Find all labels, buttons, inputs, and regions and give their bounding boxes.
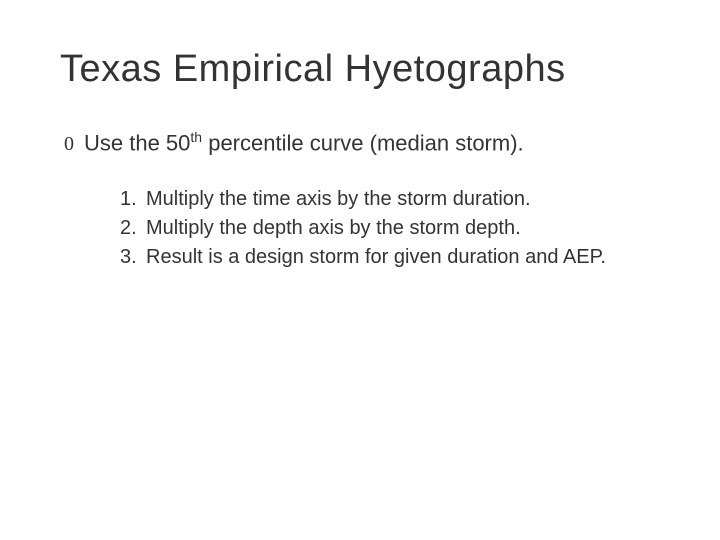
list-item-text: Multiply the depth axis by the storm dep… [146, 215, 660, 242]
list-item-number: 2. [120, 215, 146, 242]
slide: Texas Empirical Hyetographs 0 Use the 50… [0, 0, 720, 540]
list-item-text: Multiply the time axis by the storm dura… [146, 186, 660, 213]
bullet-text-sup: th [190, 129, 202, 145]
slide-title: Texas Empirical Hyetographs [60, 48, 660, 91]
bullet-item: 0 Use the 50th percentile curve (median … [64, 129, 660, 156]
list-item-number: 1. [120, 186, 146, 213]
bullet-text-post: percentile curve (median storm). [202, 130, 524, 155]
list-item: 3. Result is a design storm for given du… [120, 244, 660, 271]
numbered-list: 1. Multiply the time axis by the storm d… [120, 186, 660, 271]
bullet-text-pre: Use the 50 [84, 130, 190, 155]
bullet-marker-icon: 0 [64, 134, 74, 154]
bullet-text: Use the 50th percentile curve (median st… [84, 129, 524, 156]
list-item-text: Result is a design storm for given durat… [146, 244, 660, 271]
list-item: 2. Multiply the depth axis by the storm … [120, 215, 660, 242]
list-item-number: 3. [120, 244, 146, 271]
list-item: 1. Multiply the time axis by the storm d… [120, 186, 660, 213]
